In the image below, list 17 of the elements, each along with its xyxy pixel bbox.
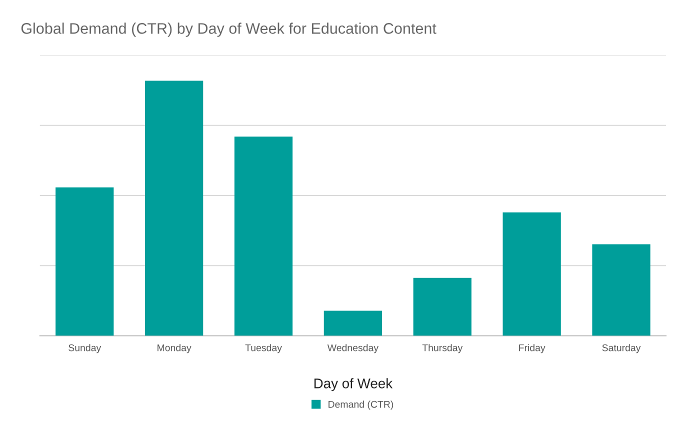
chart-title: Global Demand (CTR) by Day of Week for Education Content	[21, 22, 436, 37]
x-tick-label: Tuesday	[245, 344, 282, 354]
x-axis-title: Day of Week	[314, 378, 393, 392]
bar	[592, 244, 650, 336]
bar	[56, 187, 114, 336]
bar	[413, 278, 472, 336]
x-tick-label: Thursday	[422, 344, 463, 354]
x-tick-label: Saturday	[602, 344, 641, 354]
bar	[324, 310, 382, 336]
legend-label: Demand (CTR)	[328, 400, 394, 410]
x-tick-label: Monday	[158, 344, 192, 354]
x-tick-label: Friday	[519, 344, 546, 354]
bar	[234, 136, 293, 336]
x-tick-label: Sunday	[68, 344, 102, 354]
x-tick-label: Wednesday	[327, 344, 379, 354]
bar	[144, 80, 204, 336]
bar	[502, 212, 561, 336]
